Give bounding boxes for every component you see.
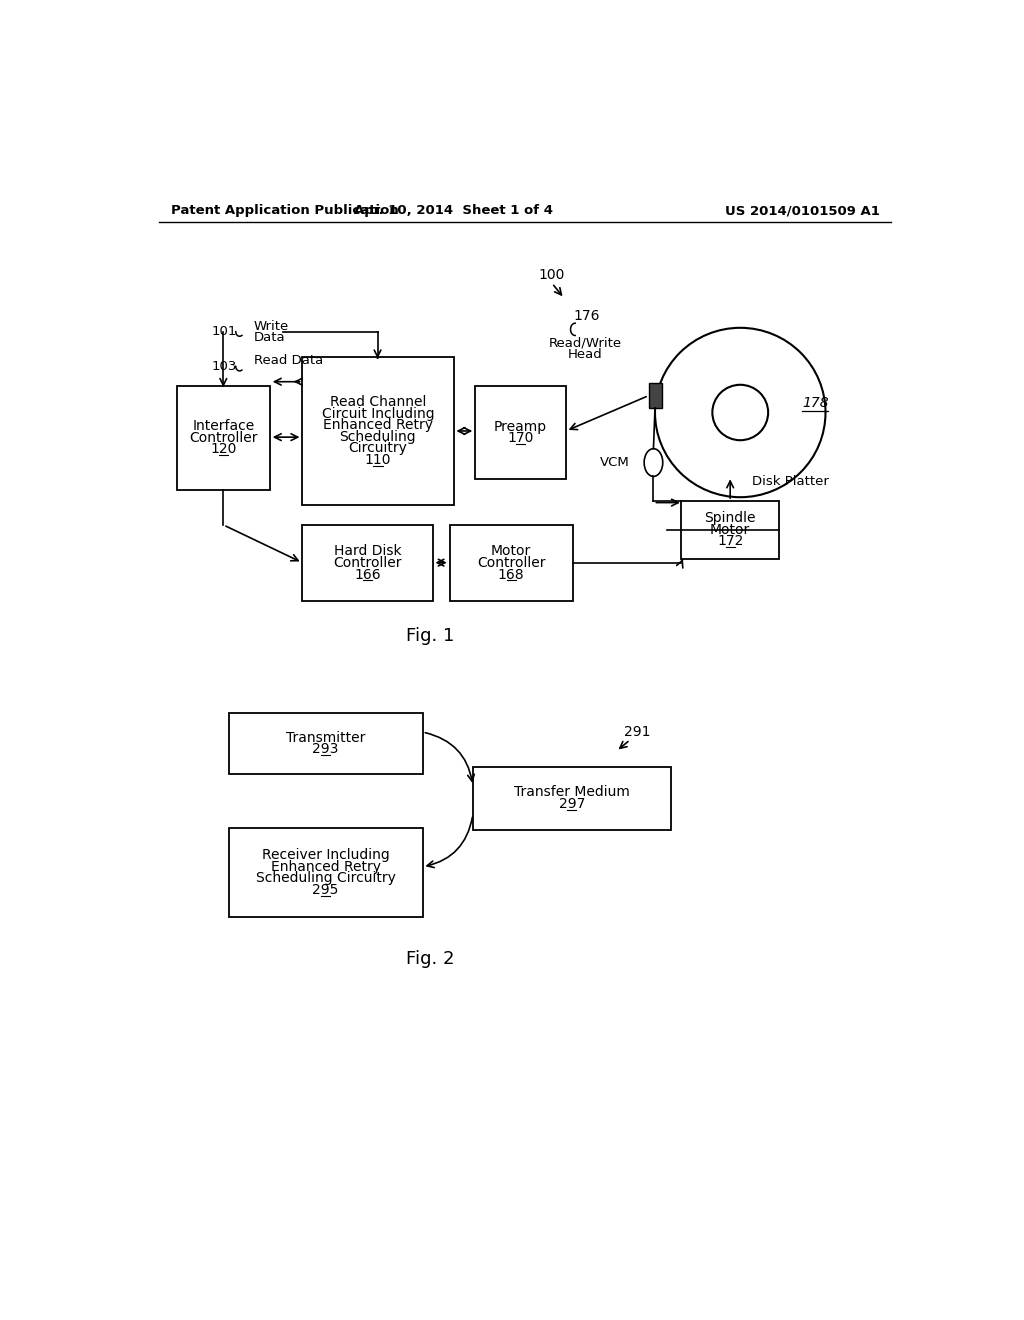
Text: 297: 297 — [558, 797, 585, 810]
Bar — [681, 502, 779, 558]
Text: 170: 170 — [507, 432, 534, 445]
Text: Read/Write: Read/Write — [549, 337, 622, 350]
Text: Scheduling: Scheduling — [340, 430, 416, 444]
Text: Motor: Motor — [710, 523, 751, 537]
Text: Read Channel: Read Channel — [330, 395, 426, 409]
Text: Controller: Controller — [189, 430, 258, 445]
Ellipse shape — [644, 449, 663, 477]
Text: Controller: Controller — [477, 556, 546, 570]
Text: Preamp: Preamp — [494, 420, 547, 434]
Text: Circuitry: Circuitry — [348, 441, 408, 455]
Bar — [450, 525, 572, 601]
Text: Interface: Interface — [193, 418, 254, 433]
Bar — [177, 385, 270, 490]
Bar — [649, 383, 662, 408]
Text: Write: Write — [254, 319, 289, 333]
Text: Apr. 10, 2014  Sheet 1 of 4: Apr. 10, 2014 Sheet 1 of 4 — [354, 205, 553, 218]
Text: Spindle: Spindle — [705, 511, 756, 525]
Text: 120: 120 — [210, 442, 237, 457]
Text: 293: 293 — [312, 742, 339, 756]
Bar — [302, 525, 432, 601]
Text: 291: 291 — [624, 725, 650, 739]
Text: Hard Disk: Hard Disk — [334, 544, 401, 558]
Text: 103: 103 — [211, 360, 237, 372]
Text: Enhanced Retry: Enhanced Retry — [270, 859, 381, 874]
Bar — [228, 829, 423, 917]
Text: Transfer Medium: Transfer Medium — [514, 785, 630, 800]
Bar — [228, 713, 423, 775]
Text: Transmitter: Transmitter — [286, 731, 366, 744]
Bar — [475, 387, 566, 479]
Text: 101: 101 — [211, 325, 237, 338]
Text: Data: Data — [254, 331, 285, 345]
Text: Patent Application Publication: Patent Application Publication — [171, 205, 398, 218]
Text: Fig. 1: Fig. 1 — [407, 627, 455, 644]
Text: Fig. 2: Fig. 2 — [406, 950, 455, 968]
Text: 110: 110 — [365, 453, 391, 467]
Text: 178: 178 — [802, 396, 828, 411]
Text: 295: 295 — [312, 883, 339, 896]
Text: Enhanced Retry: Enhanced Retry — [323, 418, 433, 432]
Text: Receiver Including: Receiver Including — [262, 849, 389, 862]
Bar — [302, 358, 454, 506]
Text: Read Data: Read Data — [254, 354, 323, 367]
Text: Disk Platter: Disk Platter — [753, 475, 829, 488]
Text: Head: Head — [568, 348, 603, 362]
Text: US 2014/0101509 A1: US 2014/0101509 A1 — [725, 205, 880, 218]
Text: Controller: Controller — [333, 556, 401, 570]
Text: 172: 172 — [717, 535, 743, 549]
Text: 100: 100 — [539, 268, 565, 282]
Text: Circuit Including: Circuit Including — [322, 407, 434, 421]
Text: VCM: VCM — [600, 455, 630, 469]
Bar — [473, 767, 671, 830]
Text: Motor: Motor — [492, 544, 531, 558]
Text: 168: 168 — [498, 568, 524, 582]
Text: Scheduling Circuitry: Scheduling Circuitry — [256, 871, 395, 886]
Text: 166: 166 — [354, 568, 381, 582]
Text: 176: 176 — [573, 309, 600, 323]
